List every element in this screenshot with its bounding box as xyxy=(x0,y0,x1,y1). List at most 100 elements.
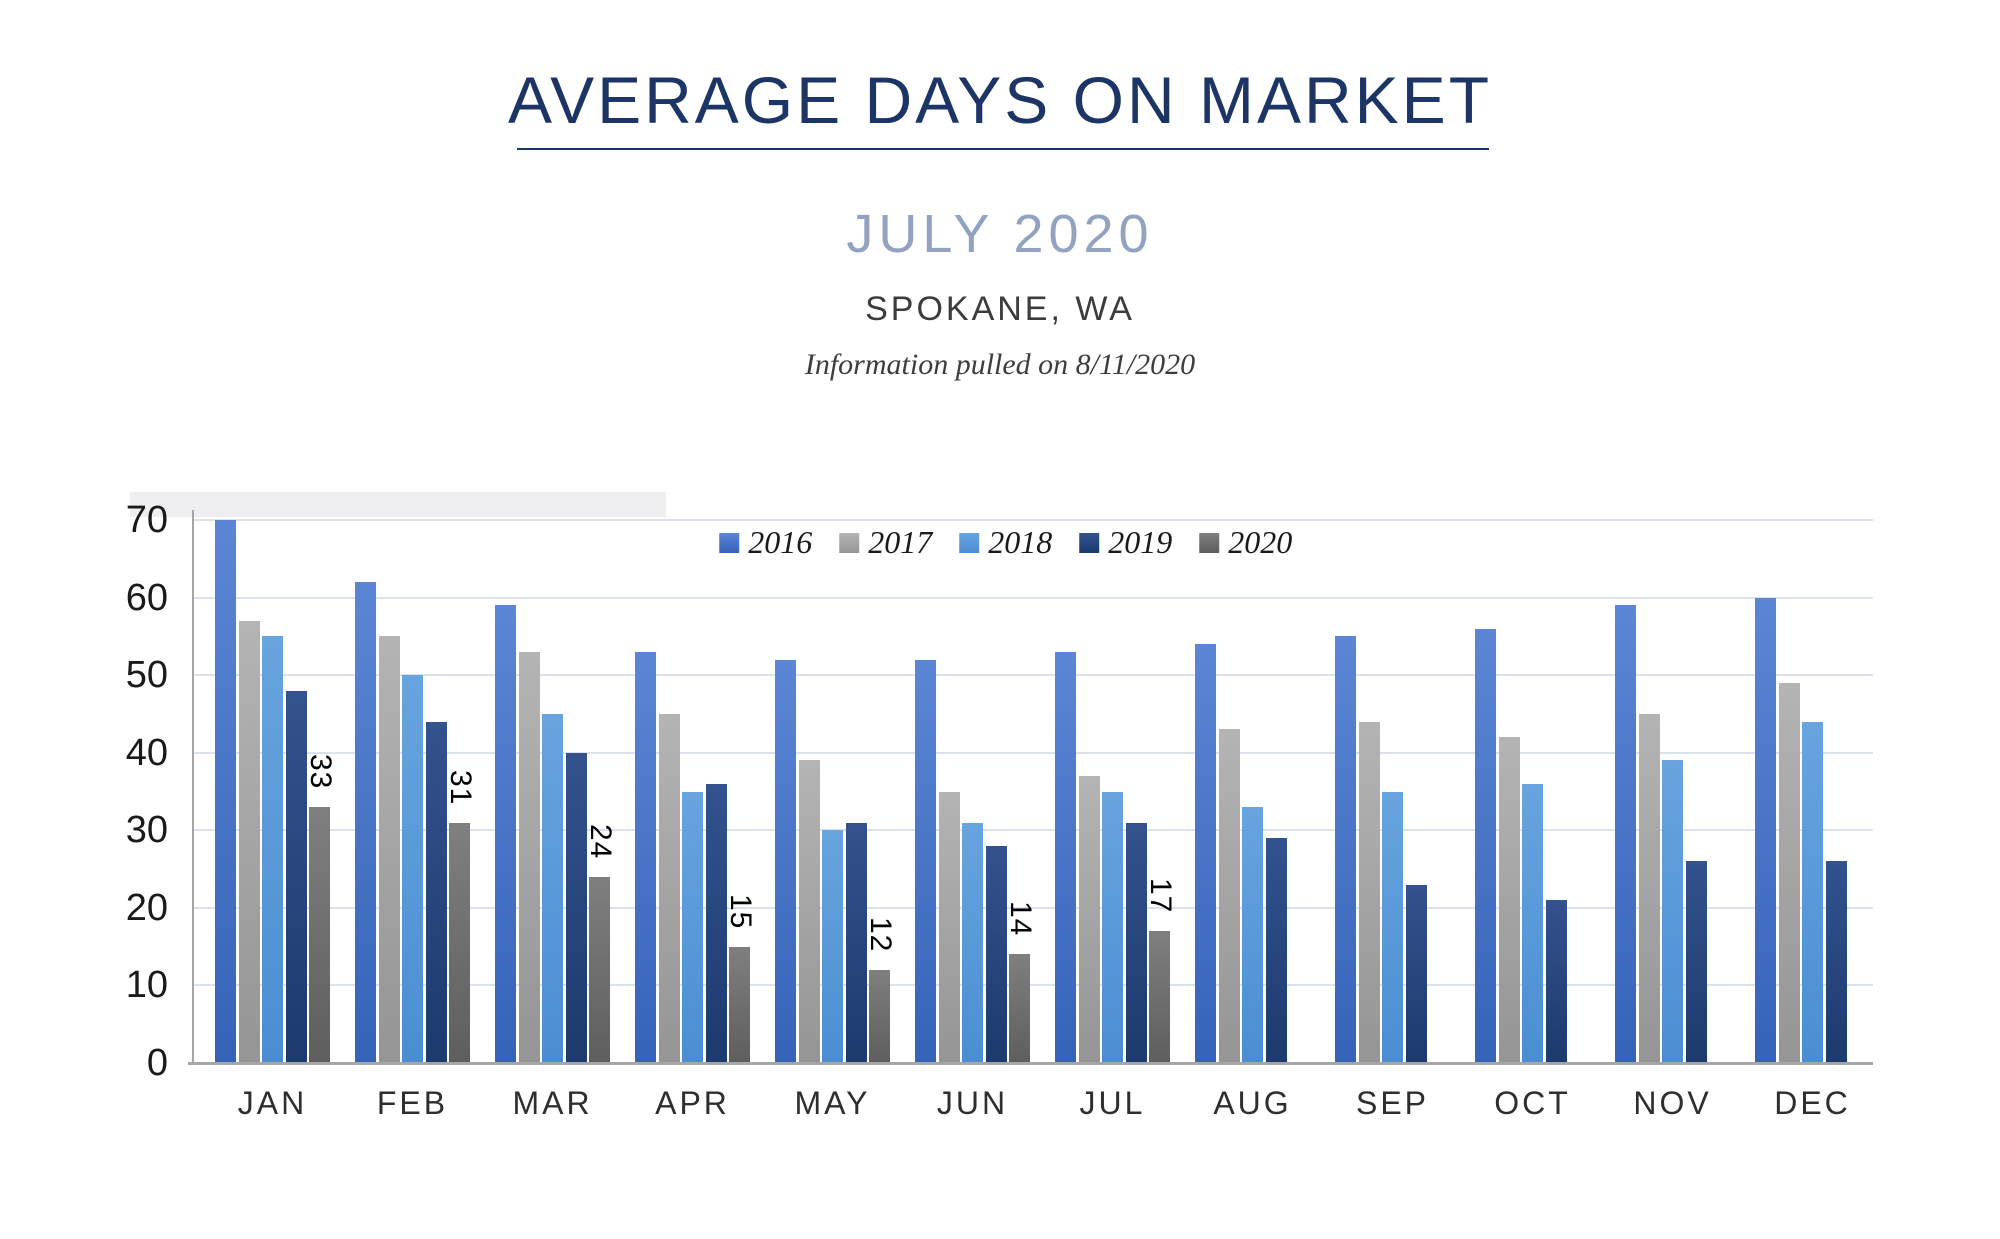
bar-2017-jul xyxy=(1078,775,1100,1063)
bar-2020-jul xyxy=(1149,931,1170,1063)
x-label-dec: DEC xyxy=(1774,1085,1851,1121)
bar-2018-may xyxy=(822,830,843,1063)
y-tick-label-60: 60 xyxy=(125,576,168,619)
bar-2017-mar xyxy=(518,651,540,1063)
x-label-oct: OCT xyxy=(1494,1085,1571,1121)
y-tick-label-70: 70 xyxy=(125,499,168,541)
bar-2018-apr xyxy=(682,791,703,1063)
bar-2019-feb xyxy=(425,721,447,1063)
legend-item-2019: 2019 xyxy=(1079,524,1172,561)
x-label-apr: APR xyxy=(655,1085,730,1121)
y-tick-label-20: 20 xyxy=(125,886,168,929)
bar-2016-apr xyxy=(635,651,656,1063)
gridline-50 xyxy=(193,674,1873,677)
x-label-jun: JUN xyxy=(936,1085,1009,1121)
bar-2019-mar xyxy=(565,752,587,1063)
bar-2019-aug xyxy=(1265,838,1287,1063)
bar-2020-jan xyxy=(309,807,330,1063)
legend-swatch-2017 xyxy=(839,532,860,553)
bar-2019-jun xyxy=(985,845,1007,1063)
y-tick-label-50: 50 xyxy=(125,654,168,697)
bar-2018-feb xyxy=(402,675,423,1063)
report-location: SPOKANE, WA xyxy=(865,290,1135,328)
legend-label-2019: 2019 xyxy=(1108,524,1173,560)
gridline-70 xyxy=(193,519,1873,521)
bar-2018-aug xyxy=(1242,807,1263,1063)
bar-2017-dec xyxy=(1778,682,1800,1063)
gridline-40 xyxy=(193,751,1873,754)
bar-2016-aug xyxy=(1195,644,1216,1063)
page-title: AVERAGE DAYS ON MARKET xyxy=(507,63,1493,137)
x-label-aug: AUG xyxy=(1213,1085,1292,1121)
x-label-sep: SEP xyxy=(1355,1085,1430,1121)
x-label-jul: JUL xyxy=(1079,1085,1146,1121)
bar-2016-jan xyxy=(215,520,236,1063)
bar-2016-jul xyxy=(1055,651,1076,1063)
x-label-feb: FEB xyxy=(376,1085,449,1121)
bar-2017-nov xyxy=(1638,713,1660,1063)
legend-item-2020: 2020 xyxy=(1199,524,1292,561)
bar-2017-jun xyxy=(938,791,960,1063)
legend: 2016 2017 2018 2019 2020 xyxy=(719,524,1292,561)
bar-2017-sep xyxy=(1358,721,1380,1063)
bar-value-label-2020-feb: 31 xyxy=(443,769,477,805)
x-label-may: MAY xyxy=(794,1085,871,1121)
bar-2019-nov xyxy=(1685,861,1707,1063)
gridline-60 xyxy=(193,596,1873,599)
x-axis-line xyxy=(188,1062,1873,1065)
bar-2020-may xyxy=(869,969,890,1063)
title-underline xyxy=(517,148,1489,150)
bar-value-label-2020-mar: 24 xyxy=(583,823,617,860)
bar-2016-nov xyxy=(1615,605,1636,1063)
gridline-20 xyxy=(193,906,1873,909)
bar-2019-dec xyxy=(1825,861,1847,1063)
bar-2020-jun xyxy=(1009,954,1030,1063)
y-tick-label-40: 40 xyxy=(125,731,168,774)
legend-swatch-2020 xyxy=(1199,532,1220,553)
x-label-jan: JAN xyxy=(237,1085,308,1121)
legend-swatch-2016 xyxy=(719,532,740,553)
bar-value-label-2020-jan: 33 xyxy=(303,754,337,790)
y-axis-line xyxy=(192,510,194,1063)
bar-2017-apr xyxy=(658,713,680,1063)
bar-2016-oct xyxy=(1475,628,1496,1063)
bar-2020-mar xyxy=(589,876,610,1063)
x-label-nov: NOV xyxy=(1633,1085,1712,1121)
bar-2018-oct xyxy=(1522,783,1543,1063)
bar-2017-jan xyxy=(238,620,260,1063)
y-tick-label-10: 10 xyxy=(125,964,168,1007)
legend-label-2020: 2020 xyxy=(1228,524,1293,560)
bar-value-label-2020-jun: 14 xyxy=(1003,901,1037,937)
bar-2020-apr xyxy=(729,946,750,1063)
bar-2017-oct xyxy=(1498,737,1520,1063)
legend-label-2018: 2018 xyxy=(988,524,1053,560)
bar-2017-feb xyxy=(378,636,400,1063)
gridline-30 xyxy=(193,829,1873,832)
bar-2019-jul xyxy=(1125,822,1147,1063)
bar-value-label-2020-apr: 15 xyxy=(723,893,757,930)
bar-2017-aug xyxy=(1218,729,1240,1063)
bar-2018-nov xyxy=(1662,760,1683,1063)
bar-2016-sep xyxy=(1335,636,1356,1063)
bar-2018-jan xyxy=(262,636,283,1063)
legend-label-2016: 2016 xyxy=(748,524,813,560)
legend-swatch-2018 xyxy=(959,532,980,553)
y-tick-label-0: 0 xyxy=(146,1042,168,1084)
bar-2016-may xyxy=(775,659,796,1063)
bar-2019-oct xyxy=(1545,900,1567,1063)
bar-2019-jan xyxy=(285,690,307,1063)
y-tick-label-30: 30 xyxy=(125,809,168,852)
bar-2018-jul xyxy=(1102,791,1123,1063)
plot-top-band xyxy=(130,492,666,517)
bar-2016-jun xyxy=(915,659,936,1063)
bar-2016-feb xyxy=(355,582,376,1063)
bar-2019-may xyxy=(845,822,867,1063)
bar-2016-dec xyxy=(1755,597,1776,1063)
info-note: Information pulled on 8/11/2020 xyxy=(804,348,1196,381)
x-label-mar: MAR xyxy=(512,1085,593,1121)
bar-2019-sep xyxy=(1405,884,1427,1063)
bar-2018-dec xyxy=(1802,721,1823,1063)
bar-2020-feb xyxy=(449,822,470,1063)
